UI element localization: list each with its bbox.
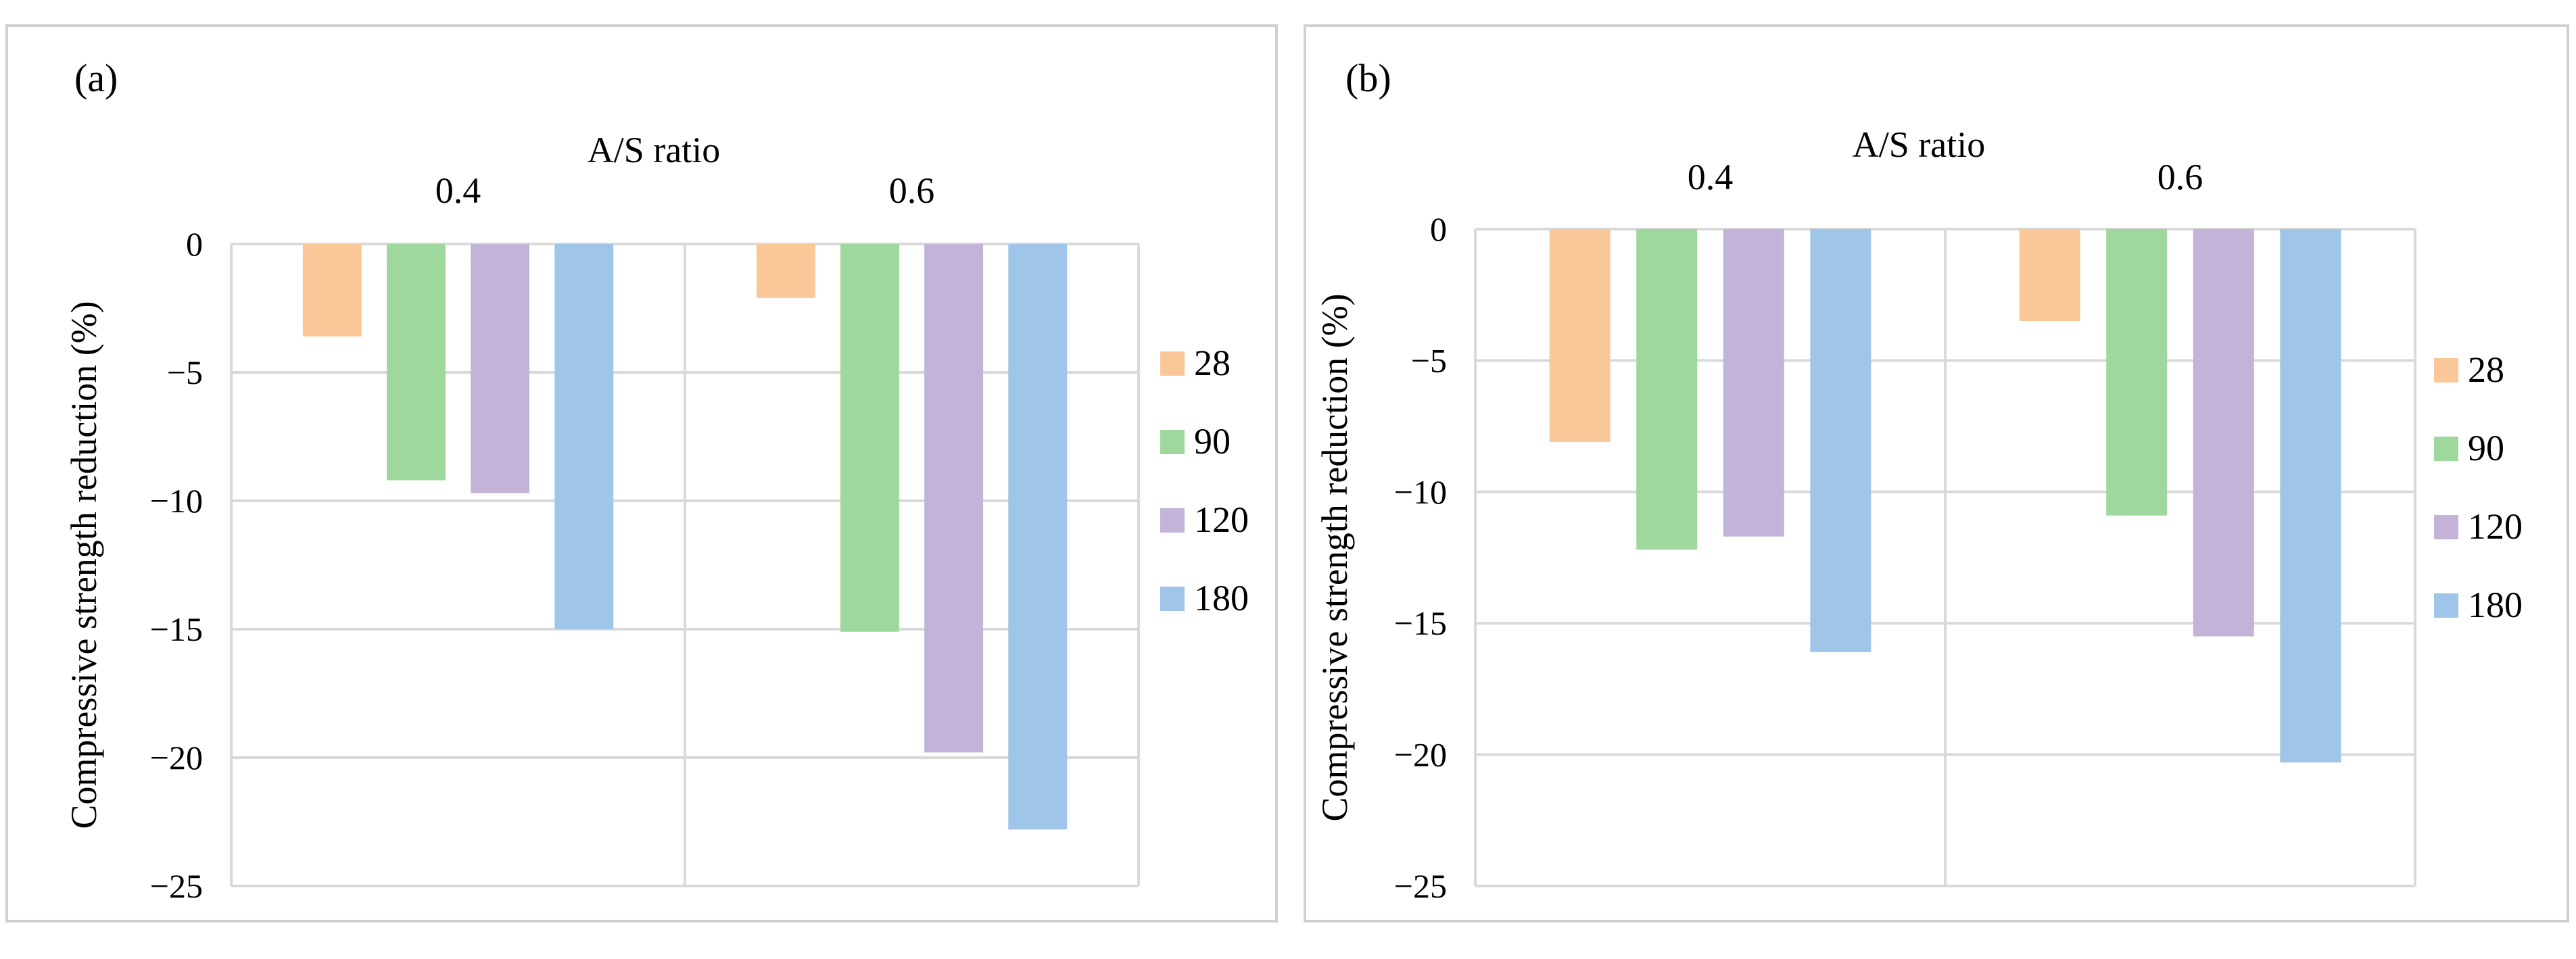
- legend-label-180: 180: [2468, 585, 2523, 625]
- chart-panel-b: (b) A/S ratio 0 −5 −10 −15 −20 −25 0.4 0.6 Compres…: [1304, 24, 2569, 923]
- legend-label-90: 90: [2468, 428, 2504, 468]
- category-label: 0.6: [2157, 157, 2203, 197]
- y-tick-label: −25: [1394, 867, 1447, 905]
- legend-swatch-28: [1160, 351, 1185, 376]
- y-axis-label: Compressive strength reduction (%): [1314, 293, 1355, 821]
- y-tick-label: −20: [150, 739, 203, 777]
- chart-panel-a: (a) A/S ratio 0 −5 −10 −15 −20 −25 0.4 0.6 Compres…: [5, 24, 1278, 923]
- legend-swatch-90: [1160, 430, 1185, 454]
- category-label: 0.4: [435, 170, 481, 211]
- chart-title: A/S ratio: [1853, 124, 1986, 165]
- bar-120-0_4: [471, 244, 530, 493]
- legend-label-90: 90: [1194, 421, 1231, 462]
- bar-180-0_6: [1008, 244, 1068, 830]
- bar-90-0_6: [840, 244, 899, 632]
- y-tick-label: −5: [167, 353, 203, 391]
- bar-28-0_4: [1549, 229, 1611, 442]
- legend-label-120: 120: [2468, 506, 2523, 547]
- panel-label: (a): [74, 56, 118, 100]
- y-tick-label: −15: [150, 610, 203, 648]
- bar-90-0_4: [386, 244, 446, 481]
- bar-28-0_6: [2019, 229, 2080, 322]
- legend-label-28: 28: [1194, 343, 1231, 383]
- panel-label: (b): [1345, 56, 1391, 100]
- bar-120-0_6: [924, 244, 984, 753]
- legend-label-28: 28: [2468, 349, 2504, 390]
- legend-swatch-120: [1160, 508, 1185, 533]
- bar-28-0_6: [756, 244, 815, 298]
- legend-label-120: 120: [1194, 499, 1249, 540]
- bar-120-0_4: [1723, 229, 1784, 537]
- legend-swatch-120: [2434, 515, 2458, 539]
- bar-180-0_4: [1810, 229, 1871, 652]
- y-tick-label: −5: [1411, 341, 1447, 379]
- bar-120-0_6: [2193, 229, 2254, 637]
- y-tick-label: −25: [150, 867, 203, 905]
- y-tick-label: −20: [1394, 736, 1447, 774]
- y-tick-label: 0: [1430, 210, 1447, 248]
- bar-90-0_4: [1636, 229, 1698, 550]
- bar-90-0_6: [2106, 229, 2168, 516]
- y-axis-label: Compressive strength reduction (%): [64, 301, 104, 829]
- legend-swatch-180: [2434, 593, 2458, 618]
- y-tick-label: −10: [1394, 473, 1447, 511]
- chart-frame: [1304, 24, 2569, 923]
- legend-swatch-180: [1160, 587, 1185, 611]
- y-tick-label: 0: [186, 225, 203, 263]
- chart-title: A/S ratio: [588, 130, 721, 170]
- y-tick-label: −10: [150, 482, 203, 520]
- category-label: 0.4: [1688, 157, 1734, 197]
- bar-180-0_4: [554, 244, 614, 629]
- bar-180-0_6: [2280, 229, 2341, 763]
- legend-swatch-90: [2434, 437, 2458, 461]
- category-label: 0.6: [889, 170, 935, 211]
- bar-28-0_4: [302, 244, 362, 337]
- y-tick-label: −15: [1394, 604, 1447, 642]
- legend-label-180: 180: [1194, 578, 1249, 618]
- legend-swatch-28: [2434, 358, 2458, 383]
